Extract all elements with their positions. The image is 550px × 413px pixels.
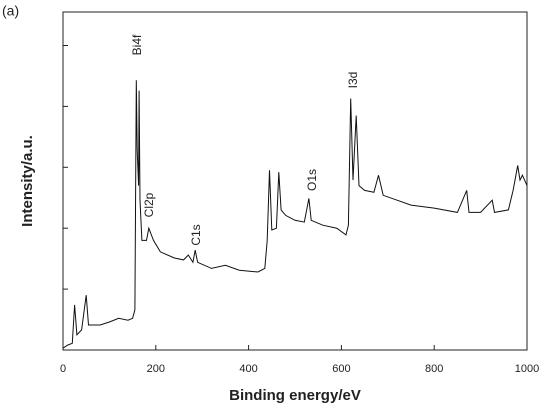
peak-label: C1s (189, 224, 203, 245)
peak-label: Bi4f (130, 34, 144, 55)
x-tick-label: 0 (60, 363, 66, 375)
x-tick-label: 200 (147, 363, 165, 375)
x-tick-label: 600 (332, 363, 350, 375)
y-axis-title: Intensity/a.u. (19, 135, 36, 227)
peak-label: I3d (346, 72, 360, 89)
x-axis-title: Binding energy/eV (229, 387, 361, 404)
x-tick-label: 1000 (515, 363, 539, 375)
chart-title: (a) (2, 3, 19, 19)
x-tick-label: 400 (239, 363, 257, 375)
spectrum-line (62, 80, 528, 349)
plot-frame (62, 11, 528, 351)
peak-label: O1s (305, 169, 319, 191)
x-tick-label: 800 (425, 363, 443, 375)
peak-label: Cl2p (142, 192, 156, 217)
